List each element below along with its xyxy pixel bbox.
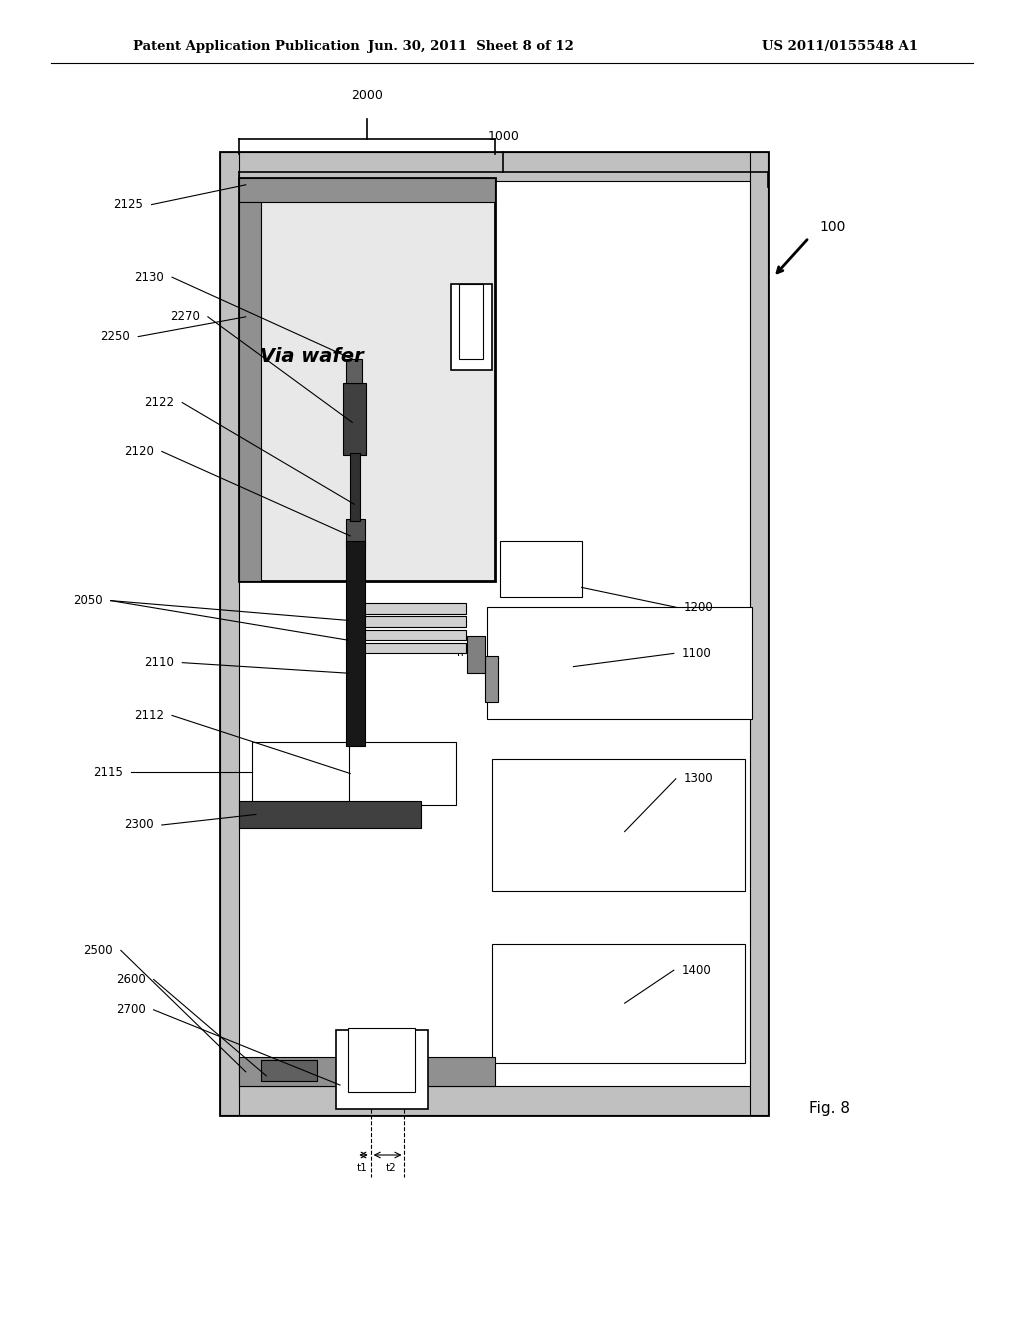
Text: 2050: 2050 [73,594,102,607]
Bar [239,202,261,581]
Text: 2250: 2250 [100,330,130,343]
Bar [239,1057,495,1086]
Bar [239,178,495,581]
Text: 2270: 2270 [170,310,200,323]
Text: 1200: 1200 [684,601,714,614]
Text: Via wafer: Via wafer [260,347,365,366]
Text: Patent Application Publication: Patent Application Publication [133,40,359,53]
Bar [485,656,498,702]
Bar [239,801,421,828]
Text: 2120: 2120 [124,445,154,458]
Bar [346,541,365,746]
Bar [220,152,768,181]
Text: 2112: 2112 [134,709,164,722]
Bar [348,603,466,614]
Text: 2000: 2000 [350,88,383,102]
Text: 2122: 2122 [144,396,174,409]
Text: 1100: 1100 [682,647,712,660]
Bar [492,944,745,1063]
Text: Fig. 8: Fig. 8 [809,1101,850,1117]
Bar [346,519,365,548]
Bar [467,636,485,673]
Bar [336,1030,428,1109]
Bar [492,759,745,891]
Bar [220,1086,768,1115]
Text: 2130: 2130 [134,271,164,284]
Text: t1: t1 [357,1163,368,1173]
Bar [459,284,483,359]
Text: 1300: 1300 [684,772,714,785]
Text: 2125: 2125 [114,198,143,211]
Bar [348,643,466,653]
Text: Jun. 30, 2011  Sheet 8 of 12: Jun. 30, 2011 Sheet 8 of 12 [368,40,574,53]
Bar [252,742,349,805]
Text: 2600: 2600 [116,973,145,986]
Bar [220,152,239,1115]
Bar [348,1028,415,1092]
Bar [348,630,466,640]
Bar [261,1060,317,1081]
Bar [348,742,456,805]
Text: 2110: 2110 [144,656,174,669]
Text: 1000: 1000 [487,129,519,143]
Text: 2115: 2115 [93,766,123,779]
Bar [220,152,768,1115]
Bar [239,178,495,202]
Text: US 2011/0155548 A1: US 2011/0155548 A1 [762,40,918,53]
Bar [346,359,362,383]
Text: 2500: 2500 [83,944,113,957]
Bar [750,152,768,1115]
Bar [343,383,366,455]
Text: 1400: 1400 [682,964,712,977]
Text: 2700: 2700 [116,1003,145,1016]
Bar [350,453,360,521]
Bar [487,607,752,719]
Text: h: h [458,648,464,659]
Text: 100: 100 [819,220,846,234]
Text: t2: t2 [386,1163,396,1173]
Bar [500,541,582,597]
Text: 2300: 2300 [124,818,154,832]
Bar [348,616,466,627]
Bar [451,284,492,370]
